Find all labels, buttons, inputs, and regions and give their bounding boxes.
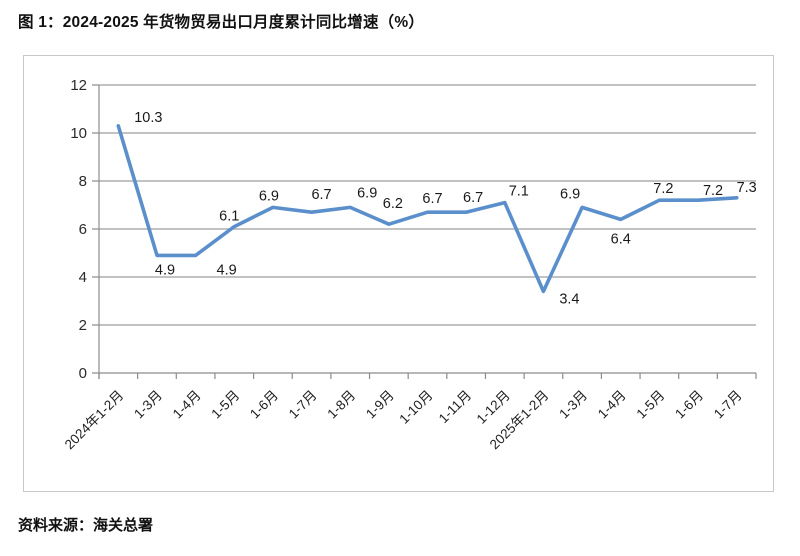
data-label: 6.4	[611, 231, 631, 247]
y-tick-label: 0	[79, 365, 87, 382]
data-label: 6.7	[422, 191, 442, 207]
source-note: 资料来源：海关总署	[18, 517, 154, 534]
x-tick-label: 1-7月	[286, 388, 320, 422]
y-tick-label: 10	[70, 125, 87, 142]
data-label: 6.2	[383, 196, 403, 212]
x-tick-label: 1-9月	[363, 388, 397, 422]
series-line	[116, 124, 739, 294]
data-label: 7.2	[703, 183, 723, 199]
data-label: 6.9	[259, 188, 279, 204]
x-tick-label: 1-6月	[672, 388, 706, 422]
y-tick-label: 4	[79, 269, 87, 286]
x-tick-label: 1-5月	[634, 388, 668, 422]
x-tick-label: 1-5月	[208, 388, 242, 422]
data-label: 4.9	[217, 262, 237, 278]
x-tick-label: 2024年1-2月	[62, 388, 127, 453]
data-label: 7.3	[737, 180, 757, 196]
figure-title: 图 1：2024-2025 年货物贸易出口月度累计同比增速（%）	[18, 14, 425, 31]
x-tick-label: 1-10月	[396, 388, 435, 427]
data-label: 6.9	[357, 185, 377, 201]
x-tick-label: 1-3月	[556, 388, 590, 422]
x-tick-label: 1-4月	[595, 388, 629, 422]
data-label: 7.1	[509, 184, 529, 200]
data-label: 6.7	[463, 190, 483, 206]
y-tick-label: 2	[79, 317, 87, 334]
x-tick-label: 1-7月	[711, 388, 745, 422]
x-tick-label: 1-8月	[324, 388, 358, 422]
data-label: 6.1	[219, 209, 239, 225]
data-label: 6.9	[560, 186, 580, 202]
data-label: 3.4	[559, 291, 579, 307]
y-tick-label: 8	[79, 173, 87, 190]
x-tick-label: 1-4月	[170, 388, 204, 422]
y-tick-label: 6	[79, 221, 87, 238]
data-label: 6.7	[311, 187, 331, 203]
data-label: 4.9	[155, 262, 175, 278]
x-tick-label: 1-3月	[131, 388, 165, 422]
chart-container: 0 2 4 6 8 10 12 2024年1-2月 1-3月 1-4月 1-5月 1-6月 1-7月 1-…	[23, 55, 774, 492]
data-label: 10.3	[134, 110, 162, 126]
x-tick-label: 1-11月	[436, 388, 475, 427]
y-tick-label: 12	[70, 77, 87, 94]
x-tick-label: 1-6月	[247, 388, 281, 422]
data-label: 7.2	[653, 181, 673, 197]
